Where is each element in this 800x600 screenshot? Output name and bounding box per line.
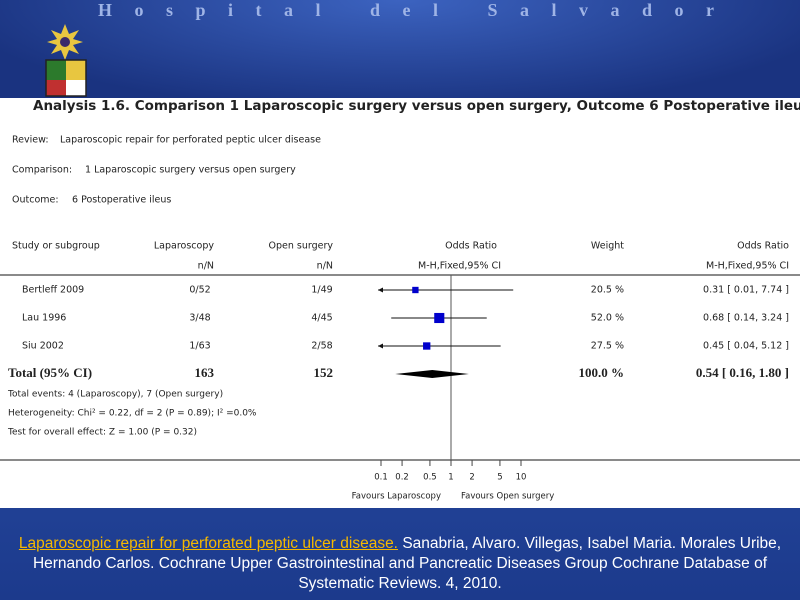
column-subheader: n/N xyxy=(198,261,214,272)
study-square xyxy=(434,312,445,324)
x-tick-label: 5 xyxy=(497,473,502,483)
column-header: Open surgery xyxy=(268,241,333,252)
comparison-label: Comparison: xyxy=(12,165,72,176)
outcome-text: 6 Postoperative ileus xyxy=(72,195,171,206)
study-name: Lau 1996 xyxy=(22,313,66,324)
ci-arrow xyxy=(378,343,383,349)
logo xyxy=(45,24,87,97)
favours-left: Favours Laparoscopy xyxy=(352,492,441,502)
column-header: Laparoscopy xyxy=(154,241,214,252)
odds-ratio-ci: 0.31 [ 0.01, 7.74 ] xyxy=(703,285,789,296)
favours-right: Favours Open surgery xyxy=(461,492,554,502)
lap-events: 3/48 xyxy=(189,313,210,324)
study-square xyxy=(412,286,419,294)
summary-note: Total events: 4 (Laparoscopy), 7 (Open s… xyxy=(7,390,223,400)
x-tick-label: 0.1 xyxy=(374,473,388,483)
column-header: Study or subgroup xyxy=(12,241,100,252)
total-lap: 163 xyxy=(195,365,215,380)
summary-note: Test for overall effect: Z = 1.00 (P = 0… xyxy=(7,428,197,438)
comparison-text: 1 Laparoscopic surgery versus open surge… xyxy=(85,165,296,176)
weight: 52.0 % xyxy=(591,313,624,324)
open-events: 4/45 xyxy=(311,313,332,324)
study-name: Bertleff 2009 xyxy=(22,285,84,296)
x-tick-label: 0.2 xyxy=(395,473,409,483)
weight: 27.5 % xyxy=(591,341,624,352)
review-text: Laparoscopic repair for perforated pepti… xyxy=(60,135,321,146)
hospital-title: Hospital del Salvador xyxy=(98,0,737,20)
column-header: Odds Ratio xyxy=(445,241,497,252)
forest-plot: Analysis 1.6. Comparison 1 Laparoscopic … xyxy=(0,98,800,502)
open-events: 1/49 xyxy=(311,285,332,296)
outcome-label: Outcome: xyxy=(12,195,59,206)
column-header: Weight xyxy=(591,241,624,252)
ci-arrow xyxy=(378,287,383,293)
column-subheader: M-H,Fixed,95% CI xyxy=(418,261,501,272)
x-tick-label: 2 xyxy=(469,473,474,483)
header-band: Hospital del Salvador xyxy=(0,0,800,98)
odds-ratio-ci: 0.45 [ 0.04, 5.12 ] xyxy=(703,341,789,352)
citation-text: Sanabria, Alvaro. Villegas, Isabel Maria… xyxy=(32,535,782,592)
odds-ratio-ci: 0.68 [ 0.14, 3.24 ] xyxy=(703,313,789,324)
total-open: 152 xyxy=(314,365,334,380)
study-square xyxy=(423,342,431,350)
study-name: Siu 2002 xyxy=(22,341,64,352)
total-diamond xyxy=(395,370,469,378)
weight: 20.5 % xyxy=(591,285,624,296)
lap-events: 0/52 xyxy=(189,285,210,296)
column-header: Odds Ratio xyxy=(737,241,789,252)
column-subheader: n/N xyxy=(317,261,333,272)
x-tick-label: 10 xyxy=(516,473,527,483)
x-tick-label: 0.5 xyxy=(423,473,437,483)
total-name: Total (95% CI) xyxy=(8,365,92,380)
total-weight: 100.0 % xyxy=(579,365,625,380)
lap-events: 1/63 xyxy=(189,341,210,352)
x-tick-label: 1 xyxy=(448,473,453,483)
citation: Laparoscopic repair for perforated pepti… xyxy=(10,534,790,594)
open-events: 2/58 xyxy=(311,341,332,352)
review-label: Review: xyxy=(12,135,49,146)
citation-link[interactable]: Laparoscopic repair for perforated pepti… xyxy=(18,535,398,552)
total-ci: 0.54 [ 0.16, 1.80 ] xyxy=(696,365,789,380)
summary-note: Heterogeneity: Chi² = 0.22, df = 2 (P = … xyxy=(8,409,257,419)
forest-panel: Analysis 1.6. Comparison 1 Laparoscopic … xyxy=(0,98,800,508)
column-subheader: M-H,Fixed,95% CI xyxy=(706,261,789,272)
analysis-title: Analysis 1.6. Comparison 1 Laparoscopic … xyxy=(33,98,800,114)
